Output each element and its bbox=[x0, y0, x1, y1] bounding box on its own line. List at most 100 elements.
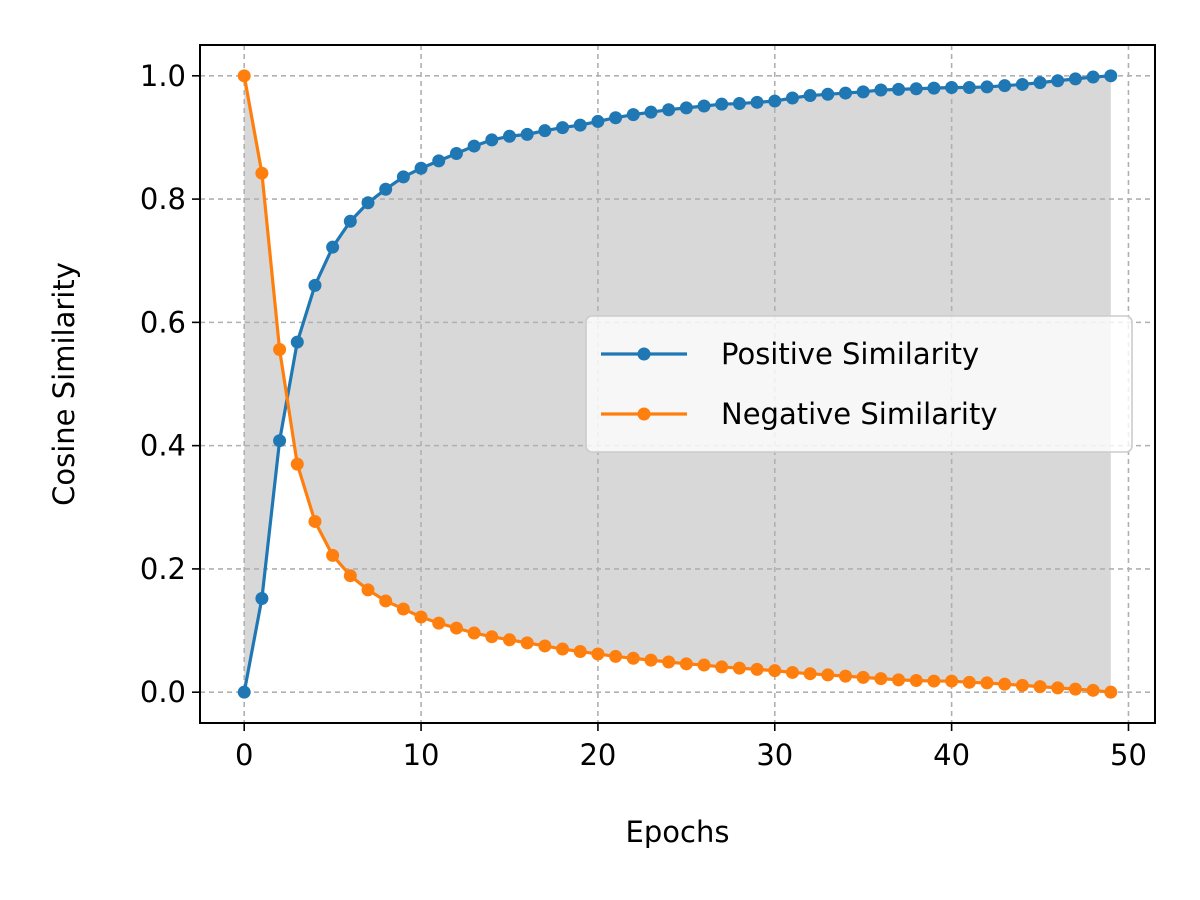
data-point-positive bbox=[326, 240, 340, 254]
data-point-negative bbox=[874, 672, 888, 686]
data-point-negative bbox=[679, 657, 693, 671]
legend-entry-positive: Positive Similarity bbox=[601, 337, 979, 371]
data-point-positive bbox=[414, 161, 428, 175]
data-point-negative bbox=[414, 610, 428, 624]
data-point-negative bbox=[750, 662, 764, 676]
data-point-negative bbox=[538, 639, 552, 653]
data-point-negative bbox=[485, 630, 499, 644]
x-tick-label: 30 bbox=[756, 738, 793, 772]
data-point-positive bbox=[609, 111, 623, 125]
axis-ticks: 0 10 20 30 40 50 0.0 0.2 0.4 0.6 0.8 1.0 bbox=[140, 59, 1147, 772]
data-point-positive bbox=[839, 86, 853, 100]
data-point-negative bbox=[396, 602, 410, 616]
legend-label-negative: Negative Similarity bbox=[721, 397, 997, 431]
x-tick-label: 10 bbox=[403, 738, 440, 772]
data-point-negative bbox=[803, 667, 817, 681]
data-point-negative bbox=[821, 668, 835, 682]
legend-marker-positive bbox=[637, 347, 651, 361]
data-point-positive bbox=[626, 108, 640, 122]
data-point-negative bbox=[308, 514, 322, 528]
data-point-negative bbox=[1033, 680, 1047, 694]
data-point-positive bbox=[892, 82, 906, 96]
data-point-positive bbox=[449, 146, 463, 160]
data-point-negative bbox=[697, 658, 711, 672]
data-point-negative bbox=[715, 660, 729, 674]
data-point-negative bbox=[520, 636, 534, 650]
y-tick-label: 1.0 bbox=[140, 59, 186, 93]
data-point-positive bbox=[255, 591, 269, 605]
data-point-positive bbox=[432, 154, 446, 168]
data-point-negative bbox=[449, 621, 463, 635]
data-point-negative bbox=[1086, 683, 1100, 697]
legend-entry-negative: Negative Similarity bbox=[601, 397, 997, 431]
y-axis-title: Cosine Similarity bbox=[47, 262, 81, 506]
data-point-positive bbox=[1051, 74, 1065, 88]
legend-label-positive: Positive Similarity bbox=[721, 337, 979, 371]
data-point-negative bbox=[432, 616, 446, 630]
data-point-negative bbox=[927, 674, 941, 688]
data-point-negative bbox=[255, 166, 269, 180]
data-point-negative bbox=[945, 674, 959, 688]
data-point-negative bbox=[768, 664, 782, 678]
data-point-positive bbox=[856, 85, 870, 99]
data-point-positive bbox=[556, 121, 570, 135]
data-point-positive bbox=[343, 214, 357, 228]
data-point-positive bbox=[573, 118, 587, 132]
data-point-positive bbox=[1104, 69, 1118, 83]
data-point-positive bbox=[237, 685, 251, 699]
data-point-positive bbox=[467, 139, 481, 153]
data-point-positive bbox=[1033, 76, 1047, 90]
data-point-negative bbox=[609, 649, 623, 663]
series-layer bbox=[237, 69, 1118, 699]
data-point-negative bbox=[1104, 685, 1118, 699]
data-point-positive bbox=[273, 434, 287, 448]
data-point-positive bbox=[750, 95, 764, 109]
data-point-negative bbox=[980, 676, 994, 690]
data-point-positive bbox=[644, 105, 658, 119]
x-tick-label: 50 bbox=[1110, 738, 1147, 772]
data-point-positive bbox=[803, 89, 817, 103]
data-point-positive bbox=[502, 129, 516, 143]
data-point-negative bbox=[644, 653, 658, 667]
data-point-negative bbox=[998, 677, 1012, 691]
data-point-positive bbox=[785, 91, 799, 105]
data-point-positive bbox=[909, 82, 923, 96]
y-tick-label: 0.8 bbox=[140, 182, 186, 216]
data-point-positive bbox=[485, 133, 499, 147]
data-point-positive bbox=[1068, 72, 1082, 86]
legend: Positive Similarity Negative Similarity bbox=[585, 315, 1133, 453]
data-point-positive bbox=[945, 81, 959, 95]
data-point-negative bbox=[1051, 681, 1065, 695]
data-point-positive bbox=[874, 83, 888, 97]
data-point-negative bbox=[361, 583, 375, 597]
data-point-positive bbox=[821, 87, 835, 101]
data-point-positive bbox=[379, 182, 393, 196]
data-point-positive bbox=[662, 103, 676, 117]
data-point-negative bbox=[591, 647, 605, 661]
data-point-positive bbox=[998, 79, 1012, 93]
data-point-positive bbox=[1015, 77, 1029, 91]
x-tick-label: 20 bbox=[579, 738, 616, 772]
data-point-negative bbox=[732, 661, 746, 675]
data-point-positive bbox=[715, 97, 729, 111]
data-point-positive bbox=[927, 81, 941, 95]
data-point-negative bbox=[626, 651, 640, 665]
data-point-negative bbox=[839, 669, 853, 683]
data-point-positive bbox=[290, 335, 304, 349]
x-axis-title: Epochs bbox=[626, 815, 730, 849]
series-positive bbox=[237, 69, 1118, 699]
plot-frame bbox=[199, 44, 1156, 724]
data-point-negative bbox=[502, 633, 516, 647]
data-point-positive bbox=[697, 99, 711, 113]
data-point-negative bbox=[1015, 678, 1029, 692]
data-point-negative bbox=[909, 673, 923, 687]
data-point-positive bbox=[962, 81, 976, 95]
data-point-positive bbox=[520, 127, 534, 141]
data-point-negative bbox=[962, 675, 976, 689]
legend-box bbox=[585, 315, 1133, 453]
x-tick-label: 0 bbox=[235, 738, 253, 772]
data-point-negative bbox=[662, 655, 676, 669]
series-negative bbox=[237, 69, 1118, 699]
data-point-negative bbox=[467, 626, 481, 640]
